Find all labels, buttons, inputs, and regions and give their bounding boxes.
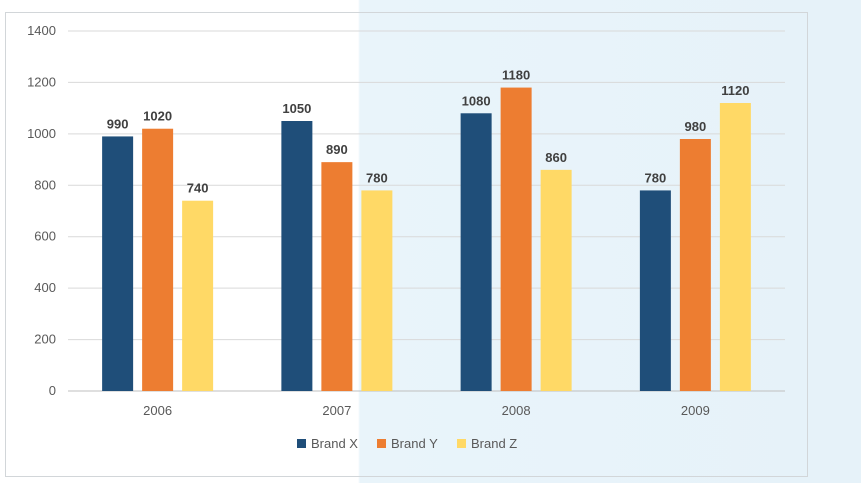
bar-brand-x-2008: [460, 113, 492, 392]
data-label: 780: [366, 170, 388, 185]
y-tick-label: 1400: [27, 23, 56, 38]
x-tick-label: 2007: [322, 403, 351, 418]
bar-brand-z-2008: [540, 169, 572, 391]
legend-swatch-brand-z: [457, 439, 466, 448]
data-label: 890: [326, 142, 348, 157]
x-tick-label: 2006: [143, 403, 172, 418]
data-label: 980: [685, 119, 707, 134]
bar-brand-y-2006: [142, 128, 174, 391]
legend-swatch-brand-x: [297, 439, 306, 448]
data-label: 1050: [282, 101, 311, 116]
x-tick-label: 2009: [681, 403, 710, 418]
bar-brand-z-2007: [361, 190, 393, 391]
bar-brand-y-2009: [679, 139, 711, 391]
data-label: 1080: [462, 93, 491, 108]
y-tick-label: 200: [34, 332, 56, 347]
y-tick-label: 600: [34, 229, 56, 244]
data-label: 860: [545, 150, 567, 165]
bar-brand-z-2009: [719, 103, 751, 391]
y-tick-label: 0: [49, 383, 56, 398]
legend-label: Brand Y: [391, 436, 438, 451]
bar-brand-x-2007: [281, 121, 313, 391]
y-tick-label: 1200: [27, 74, 56, 89]
bar-brand-x-2009: [639, 190, 671, 391]
y-tick-label: 1000: [27, 126, 56, 141]
bar-brand-y-2008: [500, 87, 532, 392]
data-label: 1020: [143, 109, 172, 124]
data-label: 740: [187, 181, 209, 196]
bar-brand-x-2006: [102, 136, 134, 391]
chart-frame: [5, 12, 808, 477]
data-label: 1180: [502, 68, 530, 83]
data-label: 780: [645, 170, 667, 185]
legend-label: Brand Z: [471, 436, 517, 451]
legend-label: Brand X: [311, 436, 358, 451]
legend-swatch-brand-y: [377, 439, 386, 448]
data-label: 1120: [721, 83, 749, 98]
bar-brand-y-2007: [321, 162, 353, 391]
x-tick-label: 2008: [502, 403, 531, 418]
bar-brand-z-2006: [182, 200, 214, 391]
data-label: 990: [107, 116, 129, 131]
y-tick-label: 800: [34, 177, 56, 192]
y-tick-label: 400: [34, 280, 56, 295]
